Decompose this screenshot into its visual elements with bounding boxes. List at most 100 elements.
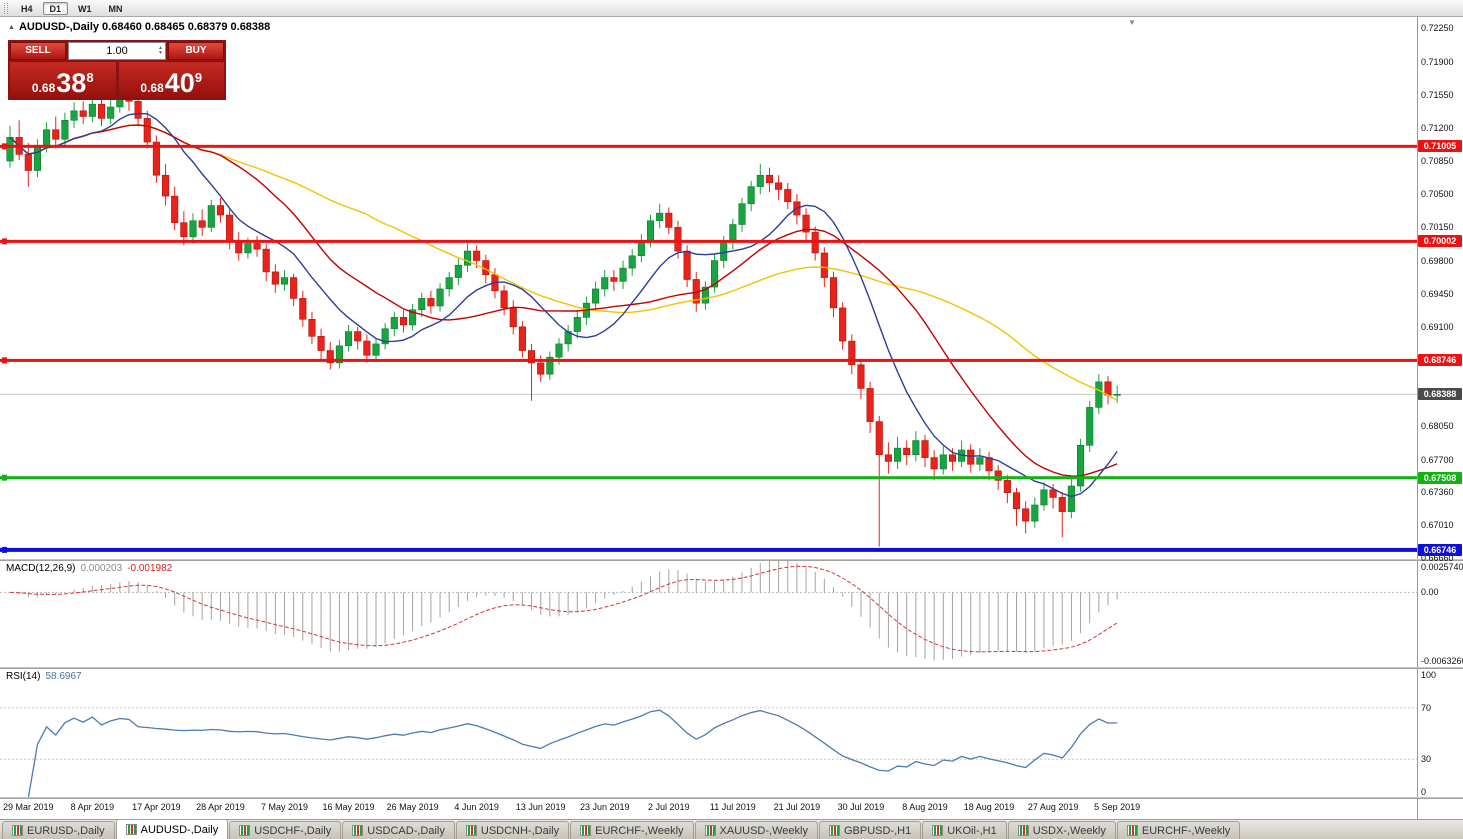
tab-audusd-daily[interactable]: AUDUSD-,Daily [115, 819, 229, 839]
price-axis-label: 0.71550 [1421, 89, 1454, 100]
date-axis-label: 5 Sep 2019 [1094, 802, 1141, 812]
tab-ukoil-h1[interactable]: UKOil-,H1 [922, 821, 1007, 839]
rsi-indicator-label: RSI(14) 58.6967 [6, 671, 82, 682]
candle-body [335, 345, 343, 364]
price-axis-label: 0.71200 [1421, 122, 1454, 133]
tab-label: USDCNH-,Daily [480, 824, 560, 837]
candle-body [866, 388, 874, 422]
candle-body [180, 222, 188, 238]
candle-body [97, 103, 106, 119]
toolbar-grip-handle[interactable] [4, 2, 8, 14]
price-axis-label: 0.71900 [1421, 56, 1454, 67]
candle-body [637, 241, 645, 257]
hline-price-tag: 0.70002 [1418, 235, 1462, 248]
chart-canvas[interactable] [0, 0, 1463, 819]
candle-body [354, 331, 362, 342]
candle-body [710, 260, 719, 288]
date-axis-label: 16 May 2019 [322, 802, 375, 812]
candle-body [948, 454, 957, 462]
candle-body [88, 103, 96, 117]
tab-label: XAUUSD-,Weekly [719, 824, 808, 837]
candle-body [134, 101, 142, 119]
tab-usdx-weekly[interactable]: USDX-,Weekly [1007, 821, 1116, 839]
chart-shift-marker-icon[interactable]: ▼ [1128, 18, 1136, 27]
tab-xauusd-weekly[interactable]: XAUUSD-,Weekly [694, 821, 818, 839]
tab-eurchf-weekly[interactable]: EURCHF-,Weekly [1116, 821, 1241, 839]
hline-price-tag: 0.68746 [1418, 354, 1462, 367]
ma-line-20 [9, 124, 1118, 477]
rsi-line [19, 709, 1118, 799]
tab-usdcnh-daily[interactable]: USDCNH-,Daily [455, 821, 570, 839]
macd-pane-splitter[interactable] [0, 559, 1463, 561]
volume-down-icon[interactable]: ▼ [158, 50, 163, 56]
tab-usdchf-daily[interactable]: USDCHF-,Daily [229, 821, 342, 839]
hline-endpoint [2, 474, 7, 481]
buy-button[interactable]: BUY [168, 42, 224, 60]
timeframe-button-mn[interactable]: MN [108, 3, 123, 14]
candle-body [1049, 489, 1057, 498]
macd-axis-label: 0.0025740 [1421, 562, 1463, 572]
hline-0.68746[interactable] [0, 358, 1417, 362]
hline-0.70002[interactable] [0, 239, 1417, 243]
sell-button[interactable]: SELL [10, 42, 66, 60]
tab-eurusd-daily[interactable]: EURUSD-,Daily [2, 821, 115, 839]
candle-body [903, 447, 911, 456]
one-click-trading-panel: SELL 1.00 ▲ ▼ BUY 0.68 38 8 0.68 40 9 [8, 40, 226, 100]
hline-endpoint [2, 238, 7, 245]
hline-endpoint [2, 357, 7, 364]
hline-0.67508[interactable] [0, 476, 1417, 480]
candle-body [537, 362, 545, 375]
tab-label: GBPUSD-,H1 [843, 824, 912, 837]
date-axis-label: 29 Mar 2019 [3, 802, 54, 812]
timeframe-button-w1[interactable]: W1 [78, 3, 92, 14]
candle-body [720, 241, 728, 261]
candle-body [1040, 489, 1048, 506]
sell-price-big: 38 [56, 68, 87, 98]
candle-body [527, 350, 536, 364]
price-axis-label: 0.68050 [1421, 421, 1454, 432]
tab-gbpusd-h1[interactable]: GBPUSD-,H1 [818, 821, 922, 839]
tab-chart-icon [465, 825, 477, 836]
candle-body [418, 298, 426, 311]
timeframe-button-d1[interactable]: D1 [42, 1, 69, 15]
candle-body [674, 227, 682, 252]
candle-body [592, 288, 600, 304]
rsi-pane-splitter[interactable] [0, 667, 1463, 669]
candle-body [518, 326, 526, 351]
date-axis-label: 26 May 2019 [386, 802, 439, 812]
candle-body [619, 267, 627, 282]
volume-input[interactable]: 1.00 ▲ ▼ [68, 42, 166, 60]
candle-body [52, 129, 60, 140]
trade-panel-collapse-icon[interactable]: ▲ [8, 23, 15, 31]
tab-chart-icon [1126, 825, 1138, 836]
candle-body [162, 174, 170, 197]
tab-chart-icon [932, 825, 944, 836]
hline-0.71005[interactable] [0, 144, 1417, 148]
candle-body [610, 277, 618, 282]
hline-endpoint [2, 546, 7, 553]
rsi-value: 58.6967 [45, 671, 82, 682]
tab-usdcad-daily[interactable]: USDCAD-,Daily [342, 821, 455, 839]
tab-chart-icon [12, 825, 23, 836]
price-axis-label: 0.67700 [1421, 454, 1454, 465]
candle-body [738, 203, 746, 225]
tab-eurchf-weekly[interactable]: EURCHF-,Weekly [570, 821, 694, 839]
candle-body [976, 457, 984, 465]
candle-body [262, 248, 270, 273]
candle-body [226, 214, 234, 242]
date-axis-label: 13 Jun 2019 [515, 802, 566, 812]
candle-body [665, 212, 673, 228]
hline-0.66746[interactable] [0, 547, 1417, 552]
tab-label: USDCHF-,Daily [254, 824, 332, 837]
candle-body [344, 331, 353, 347]
buy-price[interactable]: 0.68 40 9 [118, 62, 224, 98]
price-axis-label: 0.67360 [1421, 486, 1454, 497]
sell-price-prefix: 0.68 [31, 81, 56, 95]
candle-body [985, 457, 993, 472]
sell-price[interactable]: 0.68 38 8 [10, 62, 116, 98]
candle-body [893, 447, 902, 462]
timeframe-button-h4[interactable]: H4 [21, 3, 33, 14]
volume-up-icon[interactable]: ▲ [158, 45, 163, 51]
candle-body [921, 440, 929, 458]
candle-body [775, 182, 783, 190]
